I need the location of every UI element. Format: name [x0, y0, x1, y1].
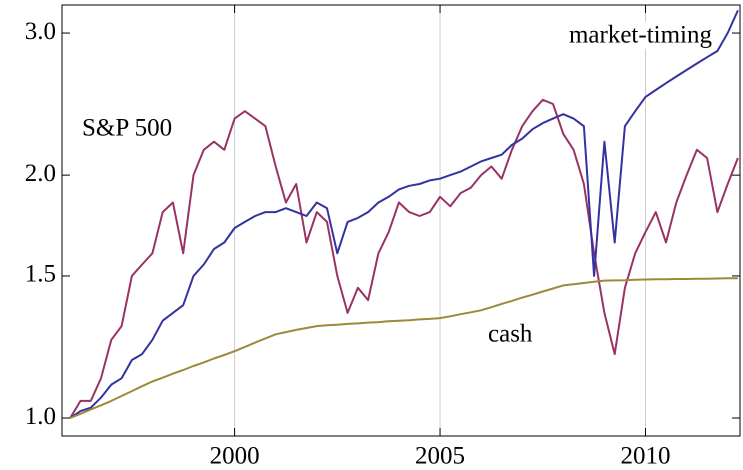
series-line: [69, 98, 739, 419]
legend-bg: [80, 114, 175, 142]
x-tick-label: 2010: [620, 443, 670, 470]
y-tick-label: 2.0: [25, 160, 56, 187]
series-line: [69, 9, 739, 419]
plot-frame: [61, 4, 741, 437]
x-tick-label: 2000: [210, 443, 260, 470]
series-line: [69, 277, 738, 419]
legend-bg: [486, 320, 535, 348]
legend-label: S&P 500: [82, 115, 172, 142]
y-tick-label: 1.0: [25, 403, 56, 430]
y-tick-label: 3.0: [25, 18, 56, 45]
y-tick-label: 1.5: [25, 261, 56, 288]
legend-bg: [566, 21, 715, 49]
x-tick-label: 2005: [415, 443, 465, 470]
legend-label: cash: [488, 321, 533, 348]
legend-label: market-timing: [569, 22, 713, 49]
